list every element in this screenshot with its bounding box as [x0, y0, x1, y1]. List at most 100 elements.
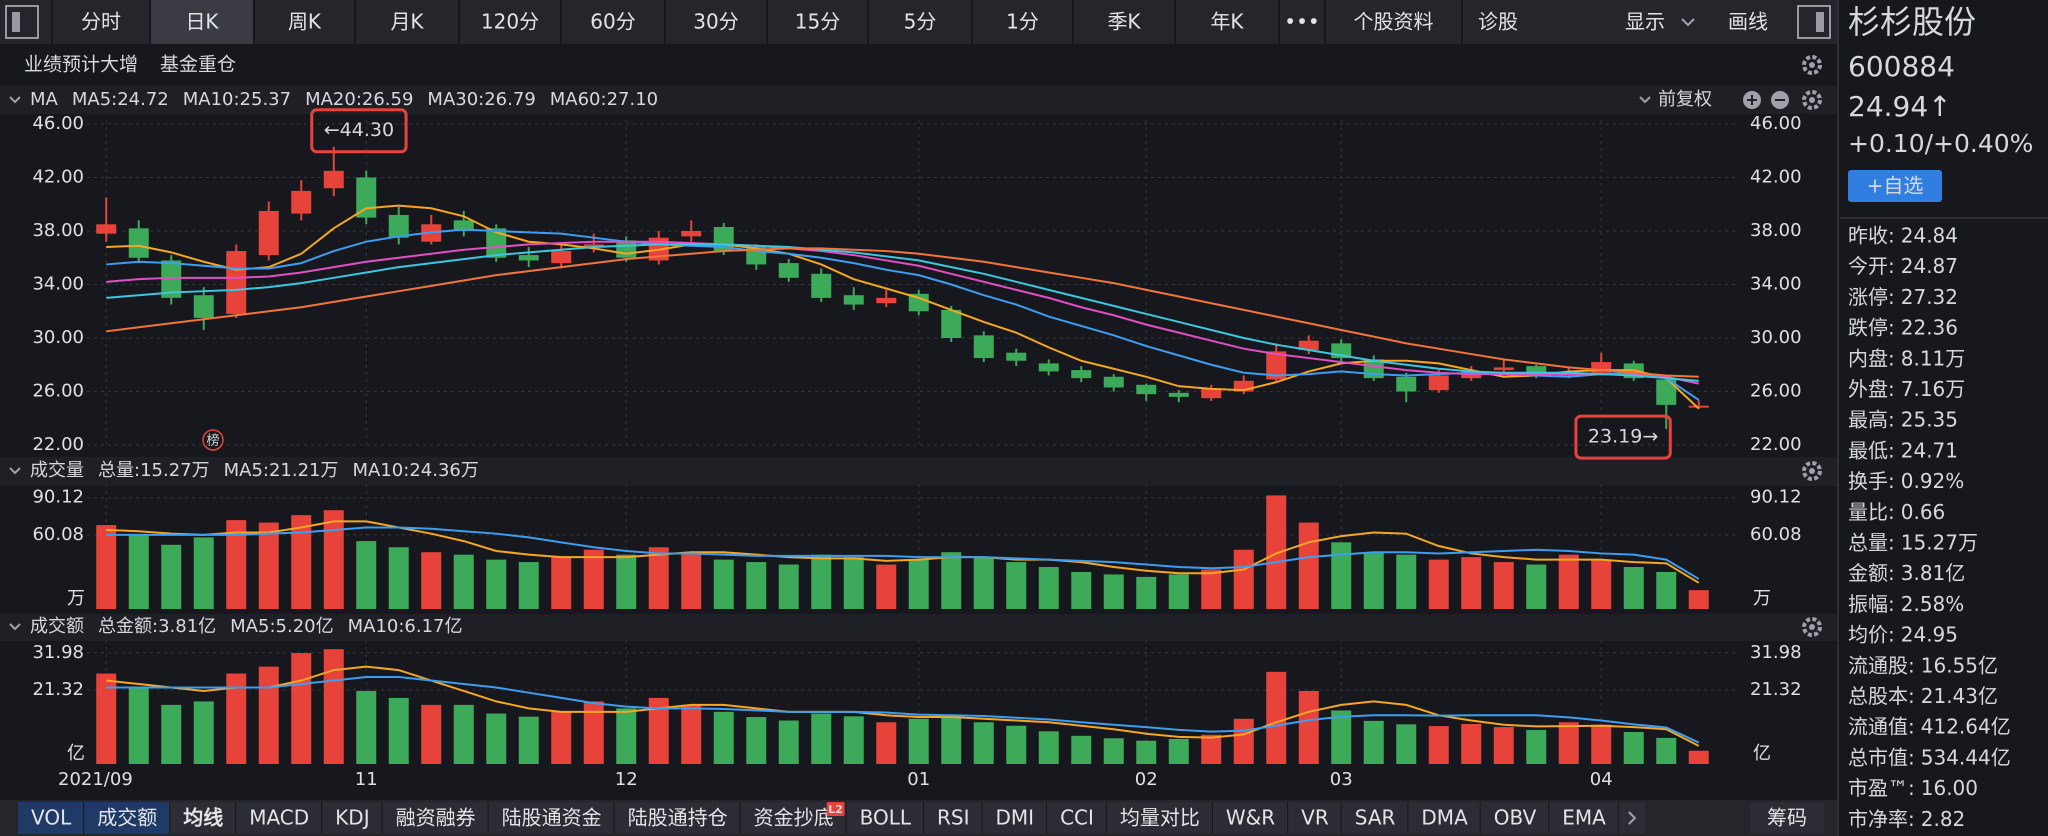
indicator-tab[interactable]: VOL: [31, 806, 72, 830]
legend-entry: MA5:21.21万: [224, 460, 339, 481]
period-tab[interactable]: 月K: [390, 10, 424, 34]
bar: [96, 525, 117, 609]
bar: [1461, 557, 1482, 609]
stat-label: 今开:: [1848, 254, 1895, 278]
bar: [1558, 554, 1579, 609]
indicator-tab[interactable]: 陆股通持仓: [628, 806, 728, 830]
settings-icon[interactable]: [1802, 617, 1822, 637]
indicator-tab[interactable]: 均量对比: [1120, 806, 1200, 830]
bar: [1656, 737, 1677, 764]
candle-body: [226, 251, 247, 314]
candle-body: [1688, 405, 1709, 408]
display-menu[interactable]: 显示: [1625, 10, 1665, 34]
sidebar-toggle[interactable]: [5, 5, 39, 39]
price-annotation: ←44.30: [324, 119, 394, 141]
settings-icon-hub: [1809, 624, 1815, 630]
y-tick-label-right: 30.00: [1750, 327, 1802, 348]
bar: [1396, 554, 1417, 609]
period-tab[interactable]: 周K: [288, 10, 322, 34]
period-tab[interactable]: 季K: [1107, 10, 1141, 34]
chip-tab[interactable]: 筹码: [1767, 806, 1807, 830]
indicator-tab[interactable]: OBV: [1494, 806, 1537, 830]
period-tab[interactable]: 年K: [1210, 10, 1244, 34]
settings-icon[interactable]: [1802, 90, 1822, 110]
period-tab[interactable]: 60分: [590, 10, 635, 34]
bar: [811, 713, 832, 764]
stat-label: 振幅:: [1848, 592, 1895, 616]
stat-label: 量比:: [1848, 500, 1895, 524]
indicator-tab[interactable]: 资金抄底: [754, 806, 834, 830]
period-tab[interactable]: •••: [1284, 10, 1319, 34]
collapse-chevron[interactable]: [9, 96, 21, 104]
period-tab[interactable]: 分时: [81, 10, 121, 34]
period-tab[interactable]: 诊股: [1478, 10, 1518, 34]
indicator-tab[interactable]: 融资融券: [396, 806, 476, 830]
indicator-tab[interactable]: DMI: [996, 806, 1035, 830]
settings-icon[interactable]: [1802, 55, 1822, 75]
y-tick-label: 38.00: [32, 220, 84, 241]
indicator-tab[interactable]: 均线: [183, 806, 223, 830]
stat-label: 总量:: [1848, 531, 1895, 555]
candle-body: [453, 220, 474, 231]
legend-entry: MA30:26.79: [427, 89, 535, 110]
indicator-tab-bg: [322, 802, 383, 834]
stat-value: 16.00: [1921, 776, 1978, 800]
bar: [908, 559, 929, 609]
indicator-tab[interactable]: W&R: [1226, 806, 1275, 830]
ma-line: [106, 204, 1700, 410]
indicator-tab[interactable]: 陆股通资金: [502, 806, 602, 830]
period-tab[interactable]: 5分: [904, 10, 937, 34]
volume-header: [0, 457, 1838, 486]
watch-button-bg[interactable]: [1848, 170, 1942, 202]
stat-value: 534.44亿: [1921, 745, 2011, 769]
annotation-box: [1574, 414, 1672, 460]
period-tab[interactable]: 120分: [481, 10, 539, 34]
indicator-tab[interactable]: BOLL: [860, 806, 912, 830]
bar: [1038, 731, 1059, 764]
bar: [973, 557, 994, 609]
indicator-tab-bg: [488, 802, 615, 834]
collapse-chevron[interactable]: [9, 623, 21, 631]
adjust-chevron[interactable]: [1639, 96, 1651, 104]
period-tab[interactable]: 15分: [795, 10, 840, 34]
settings-icon[interactable]: [1802, 461, 1822, 481]
indicator-tab[interactable]: EMA: [1562, 806, 1606, 830]
more-tabs[interactable]: [1618, 802, 1645, 834]
period-tab[interactable]: 个股资料: [1354, 10, 1434, 34]
stat-label: 最低:: [1848, 438, 1895, 462]
indicator-tab[interactable]: SAR: [1355, 806, 1396, 830]
stat-label: 外盘:: [1848, 377, 1895, 401]
draw-menu[interactable]: 画线: [1728, 10, 1768, 34]
stock-tag[interactable]: 基金重仓: [160, 54, 236, 76]
panel-toggle[interactable]: [1797, 5, 1831, 39]
y-tick-label-right: 34.00: [1750, 274, 1802, 295]
indicator-tab[interactable]: RSI: [937, 806, 970, 830]
indicator-tab[interactable]: 成交额: [97, 806, 157, 830]
rank-badge[interactable]: [202, 429, 224, 451]
indicator-tab-bg: [84, 802, 171, 834]
indicator-tab[interactable]: CCI: [1060, 806, 1094, 830]
bar: [161, 544, 182, 609]
zoom-in-icon: [1747, 95, 1757, 105]
legend-entry: MA5:5.20亿: [230, 616, 333, 637]
bar: [453, 704, 474, 764]
bar: [1136, 740, 1157, 764]
bar: [843, 557, 864, 609]
y-tick-label-right: 21.32: [1750, 679, 1802, 700]
period-tab[interactable]: 日K: [185, 10, 219, 34]
indicator-tab[interactable]: VR: [1301, 806, 1329, 830]
bar: [1493, 727, 1514, 764]
bar: [1526, 564, 1547, 609]
indicator-tab[interactable]: KDJ: [335, 806, 369, 830]
bar: [1591, 559, 1612, 609]
collapse-chevron[interactable]: [9, 467, 21, 475]
adjust-mode[interactable]: 前复权: [1658, 89, 1712, 110]
stat-value: 15.27万: [1901, 531, 1978, 555]
stock-tag[interactable]: 业绩预计大增: [24, 54, 138, 76]
period-tab[interactable]: 30分: [693, 10, 738, 34]
y-tick-label: 34.00: [32, 274, 84, 295]
watch-button[interactable]: +自选: [1867, 174, 1924, 198]
indicator-tab[interactable]: DMA: [1421, 806, 1468, 830]
indicator-tab[interactable]: MACD: [249, 806, 309, 830]
period-tab[interactable]: 1分: [1006, 10, 1039, 34]
